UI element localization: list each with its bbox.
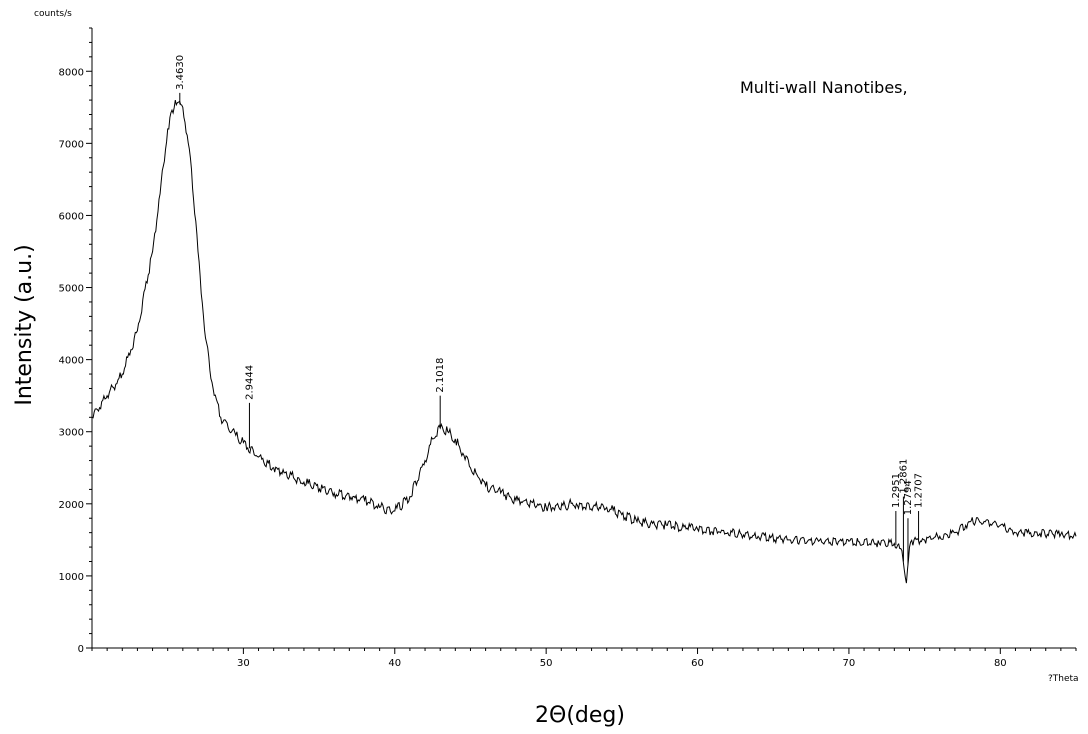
y-tick-label: 0: [78, 644, 84, 655]
x-tick-label: 70: [843, 658, 856, 669]
peak-label: 2.1018: [435, 358, 446, 393]
y-tick-label: 2000: [59, 500, 84, 511]
x-tick-label: 30: [237, 658, 250, 669]
series-line-0: [91, 99, 1077, 584]
y-tick-label: 5000: [59, 284, 84, 295]
peak-label: 1.2951: [891, 473, 902, 508]
y-tick-label: 3000: [59, 428, 84, 439]
x-tick-label: 80: [994, 658, 1007, 669]
x-tick-label: 50: [540, 658, 553, 669]
y-tick-label: 4000: [59, 356, 84, 367]
y-tick-label: 6000: [59, 211, 84, 222]
x-unit-label: ?Theta: [1048, 674, 1079, 684]
y-unit-label: counts/s: [34, 9, 72, 19]
y-axis-title: Intensity (a.u.): [12, 244, 37, 405]
chart-annotation: Multi-wall Nanotibes,: [740, 78, 908, 97]
y-tick-label: 1000: [59, 572, 84, 583]
peak-label: 3.4630: [175, 55, 186, 90]
y-tick-label: 8000: [59, 67, 84, 78]
peak-label: 1.2707: [914, 473, 925, 508]
x-tick-label: 40: [388, 658, 401, 669]
peak-label: 1.2861: [898, 459, 909, 494]
peak-label: 2.9444: [244, 365, 255, 400]
y-ticks: 0 1000 2000 3000 4000 5000 6000 7000 8000: [59, 27, 92, 655]
x-axis-title: 2Θ(deg): [535, 703, 625, 728]
peak-label: 1.2794: [903, 480, 914, 515]
series-layer: [91, 99, 1077, 584]
y-tick-label: 7000: [59, 139, 84, 150]
x-ticks: 30 40 50 60 70 80: [91, 648, 1077, 669]
x-tick-label: 60: [691, 658, 704, 669]
